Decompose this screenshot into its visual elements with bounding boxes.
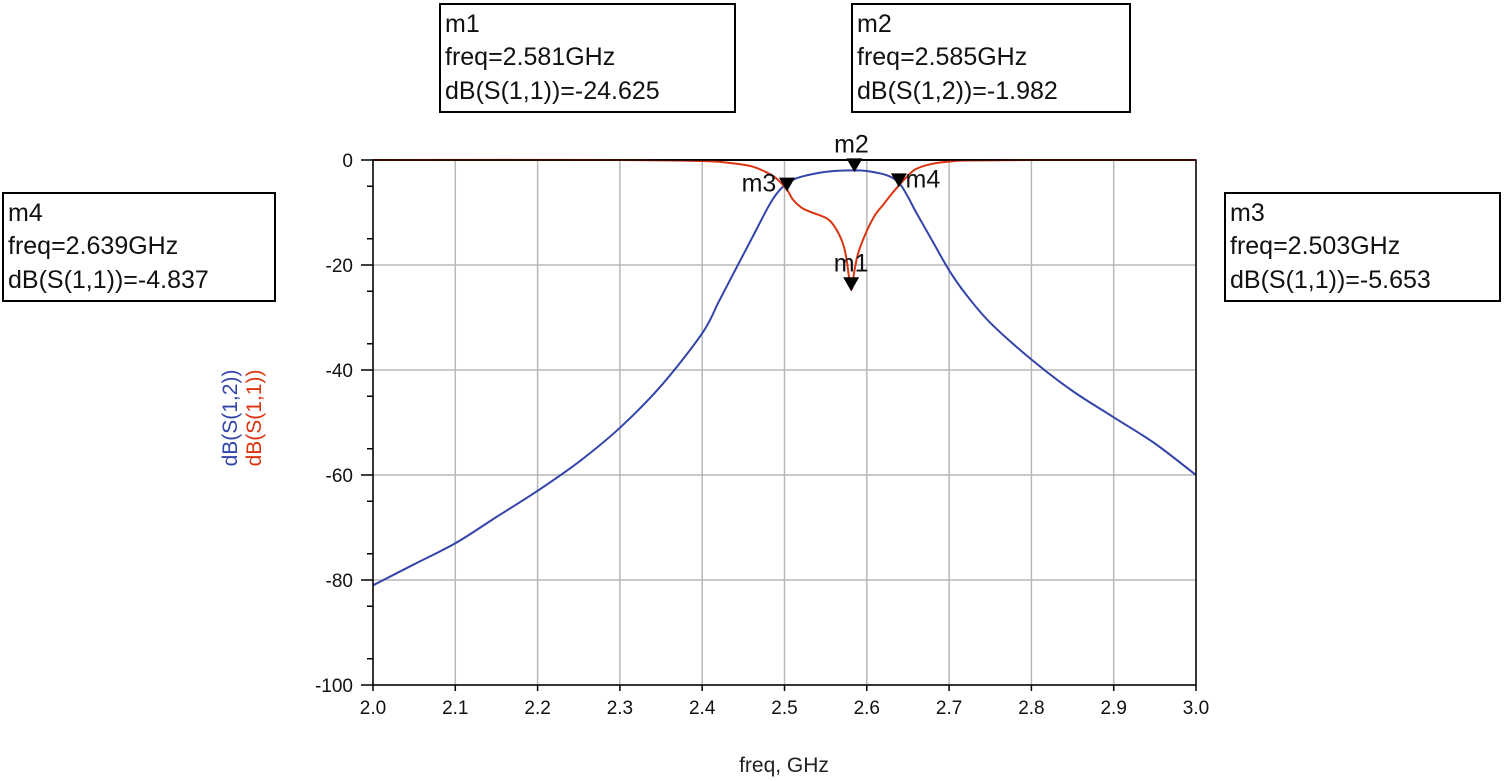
marker-m2-label: m2 — [834, 130, 869, 158]
y-tick-label: -20 — [326, 256, 353, 277]
marker-box-m2-line-1: m2 — [857, 10, 892, 38]
marker-m4-triangle — [890, 173, 907, 188]
marker-box-m1-line-3: dB(S(1,1))=-24.625 — [445, 77, 660, 105]
series-line-s12 — [372, 169, 1197, 587]
series-line-s11 — [372, 158, 1197, 291]
marker-box-m4-line-1: m4 — [8, 199, 43, 227]
series-group — [372, 158, 1197, 587]
y-tick-label: -80 — [326, 571, 353, 592]
x-tick-label: 2.2 — [524, 698, 550, 719]
marker-box-m4-line-3: dB(S(1,1))=-4.837 — [8, 266, 209, 294]
x-tick-label: 2.9 — [1100, 698, 1126, 719]
marker-box-m4: m4 freq=2.639GHz dB(S(1,1))=-4.837 — [2, 192, 276, 302]
y-tick-label: -100 — [315, 676, 353, 697]
marker-box-m4-line-2: freq=2.639GHz — [8, 232, 178, 260]
y-tick-label: -40 — [326, 361, 353, 382]
tick-labels: 2.0 2.1 2.2 2.3 2.4 2.5 2.6 2.7 2.8 2.9 3.0 0 -20 -40… — [315, 151, 1209, 719]
x-tick-label: 2.4 — [689, 698, 716, 719]
marker-box-m2: m2 freq=2.585GHz dB(S(1,2))=-1.982 — [851, 3, 1131, 113]
x-tick-label: 2.5 — [771, 698, 797, 719]
marker-box-m1: m1 freq=2.581GHz dB(S(1,1))=-24.625 — [439, 3, 736, 113]
marker-symbols: m1 m2 m3 m4 — [742, 130, 941, 292]
marker-box-m1-line-1: m1 — [445, 10, 480, 38]
marker-m1-label: m1 — [834, 249, 869, 277]
marker-box-m3: m3 freq=2.503GHz dB(S(1,1))=-5.653 — [1224, 192, 1501, 302]
x-axis-title: freq, GHz — [739, 754, 829, 777]
x-tick-label: 2.6 — [854, 698, 880, 719]
marker-box-m3-line-3: dB(S(1,1))=-5.653 — [1230, 266, 1431, 294]
x-tick-label: 2.0 — [360, 698, 386, 719]
ticks — [361, 159, 1197, 691]
marker-m1-triangle — [843, 277, 860, 292]
y-tick-label: 0 — [342, 151, 353, 172]
marker-m3-label: m3 — [742, 170, 777, 198]
y-tick-label: -60 — [326, 466, 353, 487]
marker-box-m2-line-3: dB(S(1,2))=-1.982 — [857, 77, 1058, 105]
x-tick-label: 2.1 — [442, 698, 468, 719]
marker-box-m2-line-2: freq=2.585GHz — [857, 43, 1027, 71]
marker-m2-triangle — [846, 158, 863, 173]
x-tick-label: 3.0 — [1183, 698, 1209, 719]
marker-m4-label: m4 — [906, 165, 941, 193]
x-tick-label: 2.7 — [936, 698, 962, 719]
y-axis-title-s11: dB(S(1,1)) — [243, 370, 266, 467]
marker-box-m3-line-2: freq=2.503GHz — [1230, 232, 1400, 260]
grid — [372, 159, 1197, 686]
y-axis-title-s12: dB(S(1,2)) — [219, 370, 242, 467]
x-tick-label: 2.3 — [607, 698, 633, 719]
x-tick-label: 2.8 — [1018, 698, 1044, 719]
marker-m3-triangle — [778, 177, 795, 192]
marker-box-m1-line-2: freq=2.581GHz — [445, 43, 615, 71]
marker-box-m3-line-1: m3 — [1230, 199, 1265, 227]
